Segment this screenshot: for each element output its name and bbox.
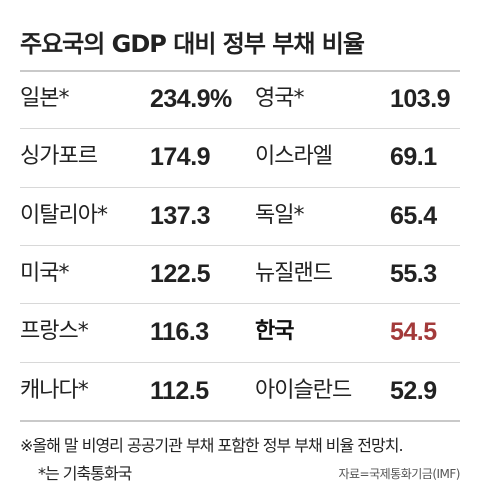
debt-ratio-value: 112.5 — [150, 376, 209, 405]
country-label: 독일* — [255, 202, 304, 228]
debt-ratio-value: 65.4 — [390, 201, 437, 230]
chart-title: 주요국의 GDP 대비 정부 부채 비율 — [20, 30, 365, 58]
debt-ratio-value: 55.3 — [390, 259, 437, 288]
debt-ratio-value: 122.5 — [150, 259, 211, 288]
bottom-rule — [20, 420, 460, 422]
debt-ratio-value: 69.1 — [390, 143, 437, 172]
row-divider — [20, 186, 460, 188]
country-label: 캐나다* — [20, 377, 89, 403]
country-label: 영국* — [255, 86, 304, 111]
country-label: 뉴질랜드 — [255, 260, 333, 286]
row-divider — [20, 244, 460, 246]
debt-ratio-value: 234.9% — [150, 85, 232, 113]
row-divider — [20, 361, 460, 363]
source-label: 자료=국제통화기금(IMF) — [338, 467, 460, 481]
country-label: 미국* — [20, 260, 69, 286]
debt-ratio-value: 137.3 — [150, 201, 211, 230]
country-label: 아이슬란드 — [255, 377, 352, 403]
country-label: 이스라엘 — [255, 144, 333, 170]
footnote: ※올해 말 비영리 공공기관 부채 포함한 정부 부채 비율 전망치. — [20, 436, 404, 455]
row-divider — [20, 303, 460, 305]
debt-ratio-value: 103.9 — [390, 85, 451, 113]
debt-ratio-value: 54.5 — [390, 318, 437, 347]
debt-ratio-value: 52.9 — [390, 376, 437, 405]
debt-ratio-value: 116.3 — [150, 318, 209, 347]
footnote-reserve-currency: *는 기축통화국 — [38, 464, 132, 483]
country-label: 싱가포르 — [20, 144, 98, 170]
top-rule — [20, 70, 460, 72]
country-label: 이탈리아* — [20, 202, 108, 228]
debt-ratio-value: 174.9 — [150, 143, 211, 172]
country-label: 프랑스* — [20, 319, 89, 345]
row-divider — [20, 128, 460, 130]
country-label: 한국 — [255, 319, 294, 345]
country-label: 일본* — [20, 86, 69, 111]
